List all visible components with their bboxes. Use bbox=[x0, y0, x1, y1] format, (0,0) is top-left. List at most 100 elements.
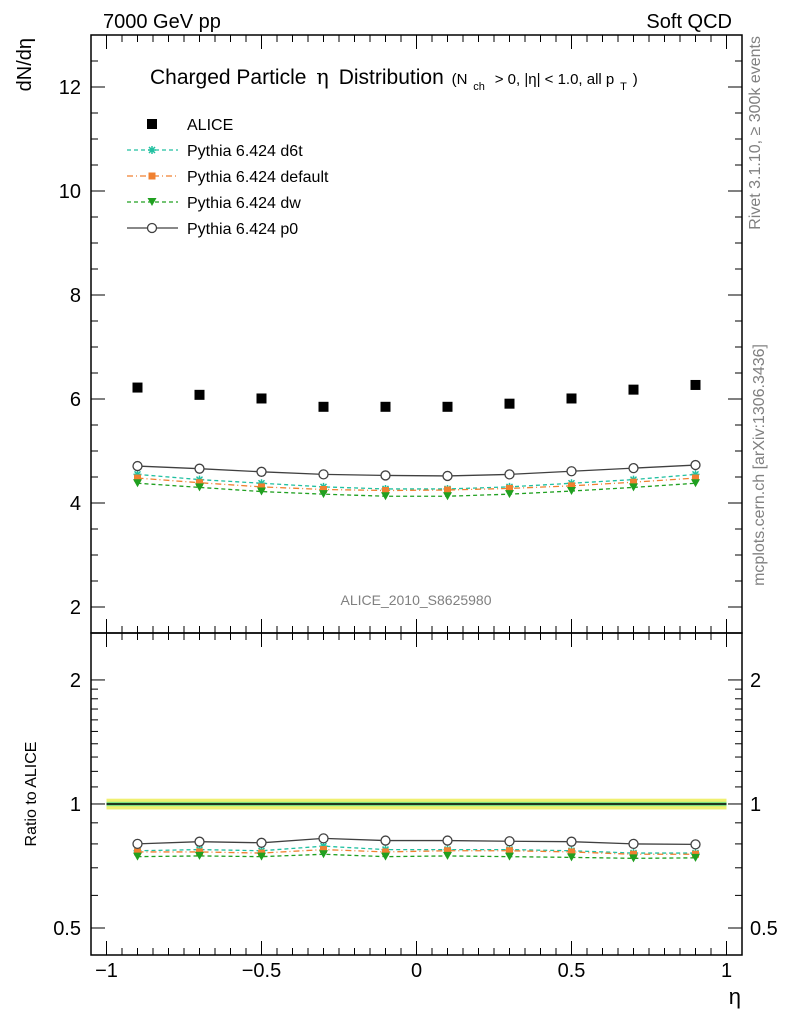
mcplots-label: mcplots.cern.ch [arXiv:1306.3436] bbox=[751, 344, 768, 586]
ratio-point-default bbox=[134, 848, 141, 856]
ratio-x-ticks: −1 −0.5 0 0.5 1 bbox=[95, 633, 732, 982]
energy-label: 7000 GeV pp bbox=[103, 11, 221, 33]
ratio-point-p0 bbox=[566, 836, 577, 847]
main-point-ALICE bbox=[318, 401, 329, 412]
ratio-point-dw bbox=[133, 852, 142, 861]
main-y-axis-label: dN/dη bbox=[14, 38, 36, 91]
main-point-dw bbox=[443, 492, 452, 501]
main-point-default bbox=[382, 487, 389, 495]
legend-marker-ALICE bbox=[147, 119, 157, 129]
legend-marker-p0 bbox=[146, 222, 158, 234]
ratio-line-default bbox=[137, 848, 696, 855]
legend-label-p0: Pythia 6.424 p0 bbox=[187, 221, 298, 238]
main-point-p0 bbox=[318, 469, 329, 480]
x-tick-label: 0.5 bbox=[558, 960, 586, 982]
title-cond-sub2: T bbox=[620, 81, 627, 93]
ratio-line-dw bbox=[137, 853, 696, 859]
legend-marker-dw bbox=[147, 198, 157, 206]
legend-label-default: Pythia 6.424 default bbox=[187, 169, 329, 186]
ratio-point-dw bbox=[443, 851, 452, 860]
main-point-ALICE bbox=[380, 401, 391, 412]
main-point-default bbox=[506, 484, 513, 492]
main-point-dw bbox=[195, 483, 204, 492]
main-point-p0 bbox=[628, 463, 639, 474]
ratio-point-p0 bbox=[194, 836, 205, 847]
reference-band bbox=[106, 798, 727, 810]
ratio-y-tick-label: 1 bbox=[70, 794, 81, 816]
main-point-default bbox=[444, 486, 451, 494]
main-point-dw bbox=[133, 479, 142, 488]
ratio-line-p0 bbox=[137, 837, 696, 846]
y-tick-label: 12 bbox=[59, 77, 81, 99]
legend: ALICE Pythia 6.424 d6t Pythia 6.424 defaul… bbox=[127, 117, 329, 238]
ratio-panel-frame bbox=[90, 632, 743, 956]
legend-label-ALICE: ALICE bbox=[187, 117, 233, 134]
ratio-point-dw bbox=[195, 851, 204, 860]
main-point-ALICE bbox=[132, 382, 143, 393]
main-point-ALICE bbox=[690, 379, 701, 390]
main-series bbox=[132, 379, 701, 501]
main-point-p0 bbox=[690, 459, 701, 471]
ratio-point-dw bbox=[629, 854, 638, 863]
ratio-point-dw bbox=[381, 852, 390, 861]
main-point-ALICE bbox=[628, 384, 639, 395]
main-point-default bbox=[134, 474, 141, 482]
x-tick-label: 1 bbox=[721, 960, 732, 982]
ratio-point-p0 bbox=[442, 835, 453, 846]
main-point-default bbox=[258, 483, 265, 491]
ratio-point-p0 bbox=[690, 839, 701, 850]
main-line-d6t bbox=[137, 473, 696, 490]
main-point-ALICE bbox=[442, 401, 453, 412]
main-point-ALICE bbox=[504, 398, 515, 409]
main-point-p0 bbox=[256, 466, 267, 477]
main-point-p0 bbox=[566, 466, 577, 477]
legend-marker-default bbox=[148, 172, 156, 180]
main-point-dw bbox=[691, 479, 700, 488]
ratio-y-tick-label: 2 bbox=[70, 670, 81, 692]
process-label: Soft QCD bbox=[646, 11, 732, 33]
main-point-dw bbox=[567, 487, 576, 496]
legend-marker-d6t bbox=[148, 146, 156, 154]
main-point-d6t bbox=[133, 470, 142, 479]
rivet-label: Rivet 3.1.10, ≥ 300k events bbox=[747, 36, 764, 230]
ratio-point-dw bbox=[505, 852, 514, 861]
main-point-dw bbox=[319, 490, 328, 499]
ratio-y-tick-label-right: 2 bbox=[750, 670, 761, 692]
title-main: Charged Particle bbox=[150, 66, 306, 89]
title-cond-2: > 0, |η| < 1.0, all p bbox=[495, 71, 615, 88]
main-point-default bbox=[196, 479, 203, 487]
main-point-default bbox=[692, 474, 699, 482]
chart-title: Charged Particle η Distribution (N ch > … bbox=[150, 65, 638, 95]
title-rest: Distribution bbox=[339, 66, 444, 89]
ratio-point-p0 bbox=[504, 836, 515, 847]
y-tick-label: 6 bbox=[70, 389, 81, 411]
ratio-point-default bbox=[196, 848, 203, 856]
ratio-point-dw bbox=[691, 853, 700, 862]
main-point-dw bbox=[257, 487, 266, 496]
title-cond-3: ) bbox=[633, 71, 638, 88]
title-cond-sub: ch bbox=[473, 81, 485, 93]
main-line-p0 bbox=[137, 464, 696, 477]
ratio-panel: 0.5 0.5 1 1 2 2 −1 −0.5 0 0.5 1 Ratio to ALICE η bbox=[23, 632, 778, 1009]
ratio-y-tick-label: 0.5 bbox=[53, 918, 81, 940]
main-y-ticks: 2 4 6 8 10 12 bbox=[59, 60, 742, 619]
title-eta: η bbox=[316, 65, 329, 89]
ratio-y-tick-label-right: 1 bbox=[750, 794, 761, 816]
legend-label-dw: Pythia 6.424 dw bbox=[187, 195, 301, 212]
main-point-ALICE bbox=[256, 393, 267, 404]
main-point-p0 bbox=[380, 470, 391, 481]
y-tick-label: 8 bbox=[70, 285, 81, 307]
main-panel: 2 4 6 8 10 12 dN/dη Charged Particle η Distri… bbox=[14, 34, 743, 634]
legend-label-d6t: Pythia 6.424 d6t bbox=[187, 143, 303, 160]
main-point-p0 bbox=[132, 460, 143, 472]
ratio-point-p0 bbox=[132, 838, 143, 850]
ratio-point-default bbox=[568, 848, 575, 856]
main-point-p0 bbox=[194, 463, 205, 474]
ratio-y-tick-label-right: 0.5 bbox=[750, 918, 778, 940]
main-point-p0 bbox=[442, 470, 453, 482]
ratio-line-d6t bbox=[137, 845, 696, 854]
x-tick-label: −0.5 bbox=[242, 960, 281, 982]
ratio-point-default bbox=[506, 847, 513, 855]
ratio-point-dw bbox=[319, 850, 328, 859]
main-point-d6t bbox=[257, 479, 266, 488]
